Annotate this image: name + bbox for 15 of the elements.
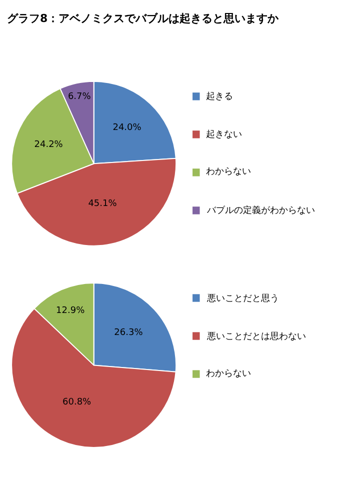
data-label: 24.2% <box>34 140 64 150</box>
chart-title: グラフ8：アベノミクスでバブルは起きると思いますか <box>7 12 280 25</box>
legend-label: わからない <box>206 369 251 379</box>
legend-label: わからない <box>206 167 251 177</box>
legend-label: バブルの定義がわからない <box>206 205 315 216</box>
legend-label: 悪いことだとは思わない <box>206 331 306 342</box>
data-label: 45.1% <box>88 199 118 209</box>
data-label: 24.0% <box>112 123 142 134</box>
data-label: 60.8% <box>62 398 92 408</box>
legend-label: 起きない <box>206 129 242 140</box>
data-label: 12.9% <box>56 306 86 316</box>
data-label: 6.7% <box>68 92 92 102</box>
legend-label: 起きる <box>206 91 233 102</box>
slice-label: 悪いことだと思う <box>206 293 279 304</box>
data-label: 26.3% <box>114 328 144 338</box>
